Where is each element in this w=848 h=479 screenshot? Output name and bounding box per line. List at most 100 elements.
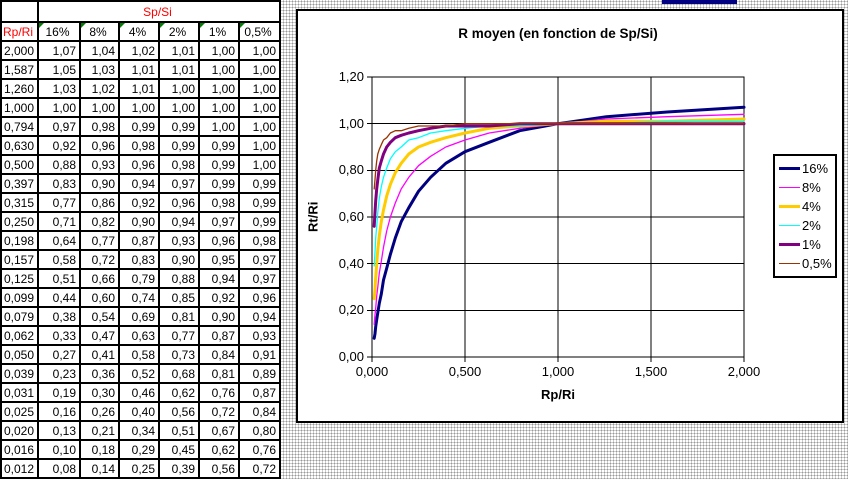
value-cell[interactable]: 0,77 <box>37 192 81 213</box>
value-cell[interactable]: 0,99 <box>198 154 240 175</box>
value-cell[interactable]: 0,27 <box>37 344 81 365</box>
value-cell[interactable]: 0,45 <box>158 439 200 460</box>
value-cell[interactable]: 0,68 <box>158 363 200 384</box>
value-cell[interactable]: 1,00 <box>238 78 281 99</box>
value-cell[interactable]: 0,99 <box>238 173 281 194</box>
value-cell[interactable]: 0,81 <box>158 306 200 327</box>
value-cell[interactable]: 1,01 <box>158 59 200 80</box>
value-cell[interactable]: 1,00 <box>238 135 281 156</box>
value-cell[interactable]: 0,85 <box>158 287 200 308</box>
value-cell[interactable]: 1,00 <box>198 116 240 137</box>
value-cell[interactable]: 0,86 <box>79 192 120 213</box>
value-cell[interactable]: 0,63 <box>118 325 160 346</box>
value-cell[interactable]: 0,56 <box>158 401 200 422</box>
value-cell[interactable]: 1,00 <box>158 78 200 99</box>
value-cell[interactable]: 0,36 <box>79 363 120 384</box>
column-header-cell[interactable]: 8% <box>79 21 120 42</box>
value-cell[interactable]: 0,97 <box>238 249 281 270</box>
value-cell[interactable]: 0,98 <box>198 192 240 213</box>
row-label-cell[interactable]: 1,260 <box>0 78 39 99</box>
value-cell[interactable]: 0,30 <box>79 382 120 403</box>
value-cell[interactable]: 0,82 <box>79 211 120 232</box>
value-cell[interactable]: 0,88 <box>158 268 200 289</box>
value-cell[interactable]: 1,01 <box>158 40 200 61</box>
group-header-cell[interactable]: Sp/Si <box>37 0 281 23</box>
value-cell[interactable]: 0,25 <box>118 458 160 479</box>
value-cell[interactable]: 0,13 <box>37 420 81 441</box>
legend-entry[interactable]: 4% <box>779 199 835 214</box>
value-cell[interactable]: 0,40 <box>118 401 160 422</box>
value-cell[interactable]: 0,72 <box>198 401 240 422</box>
value-cell[interactable]: 0,96 <box>79 135 120 156</box>
series-line-0,5%[interactable] <box>373 123 745 190</box>
value-cell[interactable]: 0,52 <box>118 363 160 384</box>
value-cell[interactable]: 0,71 <box>37 211 81 232</box>
value-cell[interactable]: 0,74 <box>118 287 160 308</box>
value-cell[interactable]: 1,00 <box>198 78 240 99</box>
legend-entry[interactable]: 8% <box>779 180 835 195</box>
row-label-cell[interactable]: 0,198 <box>0 230 39 251</box>
value-cell[interactable]: 1,00 <box>238 40 281 61</box>
value-cell[interactable]: 0,90 <box>198 306 240 327</box>
value-cell[interactable]: 0,62 <box>158 382 200 403</box>
value-cell[interactable]: 0,94 <box>118 173 160 194</box>
row-label-cell[interactable]: 0,020 <box>0 420 39 441</box>
value-cell[interactable]: 0,99 <box>118 116 160 137</box>
row-label-cell[interactable]: 0,250 <box>0 211 39 232</box>
value-cell[interactable]: 0,88 <box>37 154 81 175</box>
value-cell[interactable]: 1,03 <box>37 78 81 99</box>
row-label-cell[interactable]: 0,031 <box>0 382 39 403</box>
value-cell[interactable]: 0,96 <box>198 230 240 251</box>
value-cell[interactable]: 0,72 <box>79 249 120 270</box>
value-cell[interactable]: 0,90 <box>118 211 160 232</box>
value-cell[interactable]: 0,94 <box>238 306 281 327</box>
value-cell[interactable]: 0,97 <box>198 211 240 232</box>
row-header-cell[interactable]: Rp/Ri <box>0 21 39 42</box>
value-cell[interactable]: 0,90 <box>158 249 200 270</box>
row-label-cell[interactable]: 0,025 <box>0 401 39 422</box>
value-cell[interactable]: 0,69 <box>118 306 160 327</box>
value-cell[interactable]: 0,97 <box>158 173 200 194</box>
value-cell[interactable]: 1,02 <box>79 78 120 99</box>
value-cell[interactable]: 0,97 <box>238 268 281 289</box>
row-label-cell[interactable]: 0,157 <box>0 249 39 270</box>
value-cell[interactable]: 0,67 <box>198 420 240 441</box>
value-cell[interactable]: 0,93 <box>238 325 281 346</box>
legend[interactable]: 16% 8% 4% 2% 1% 0,5% <box>773 154 837 278</box>
series-line-2%[interactable] <box>373 120 745 267</box>
row-label-cell[interactable]: 0,062 <box>0 325 39 346</box>
value-cell[interactable]: 0,87 <box>198 325 240 346</box>
row-label-cell[interactable]: 0,125 <box>0 268 39 289</box>
value-cell[interactable]: 0,92 <box>118 192 160 213</box>
value-cell[interactable]: 0,76 <box>198 382 240 403</box>
value-cell[interactable]: 0,18 <box>79 439 120 460</box>
value-cell[interactable]: 0,19 <box>37 382 81 403</box>
chart[interactable]: R moyen (en fonction de Sp/Si) Rt/Ri Rp/… <box>296 9 844 423</box>
value-cell[interactable]: 1,00 <box>198 40 240 61</box>
value-cell[interactable]: 0,99 <box>198 173 240 194</box>
row-label-cell[interactable]: 0,039 <box>0 363 39 384</box>
value-cell[interactable]: 0,97 <box>37 116 81 137</box>
value-cell[interactable]: 1,01 <box>118 59 160 80</box>
value-cell[interactable]: 0,39 <box>158 458 200 479</box>
series-line-8%[interactable] <box>373 113 745 325</box>
value-cell[interactable]: 0,87 <box>118 230 160 251</box>
value-cell[interactable]: 0,99 <box>158 116 200 137</box>
row-label-cell[interactable]: 0,016 <box>0 439 39 460</box>
value-cell[interactable]: 0,99 <box>198 135 240 156</box>
value-cell[interactable]: 0,99 <box>238 192 281 213</box>
value-cell[interactable]: 0,33 <box>37 325 81 346</box>
column-header-cell[interactable]: 16% <box>37 21 81 42</box>
value-cell[interactable]: 0,77 <box>158 325 200 346</box>
value-cell[interactable]: 1,02 <box>118 40 160 61</box>
value-cell[interactable]: 1,00 <box>198 59 240 80</box>
value-cell[interactable]: 1,00 <box>118 97 160 118</box>
value-cell[interactable]: 0,98 <box>118 135 160 156</box>
row-label-cell[interactable]: 0,050 <box>0 344 39 365</box>
row-label-cell[interactable]: 0,397 <box>0 173 39 194</box>
value-cell[interactable]: 0,60 <box>79 287 120 308</box>
value-cell[interactable]: 0,96 <box>118 154 160 175</box>
value-cell[interactable]: 0,99 <box>158 135 200 156</box>
legend-entry[interactable]: 2% <box>779 218 835 233</box>
value-cell[interactable]: 0,26 <box>79 401 120 422</box>
